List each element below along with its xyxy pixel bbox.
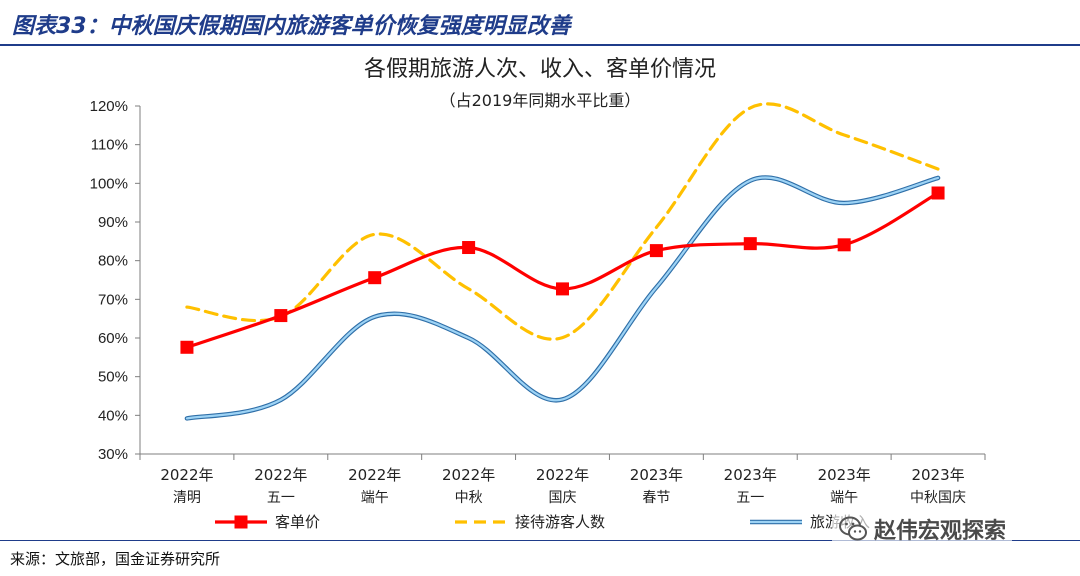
x-tick-label-year: 2022年 — [160, 466, 213, 484]
y-tick-label: 120% — [90, 98, 128, 115]
footer-divider — [0, 540, 1080, 541]
source-note: 来源：文旅部，国金证券研究所 — [10, 550, 221, 568]
chart-axes: 30% 40% 50% 60% 70% 80% 90% 100% 110% 120% 2022年清明… — [90, 98, 986, 506]
legend-marker-0 — [234, 515, 248, 529]
figure-title: 图表33：中秋国庆假期国内旅游客单价恢复强度明显改善 — [12, 14, 571, 39]
series-0-point — [180, 340, 194, 354]
x-tick-label-year: 2022年 — [348, 466, 401, 484]
chart-title: 各假期旅游人次、收入、客单价情况 — [364, 57, 716, 82]
chart: 各假期旅游人次、收入、客单价情况 （占2019年同期水平比重） 30% 40% 50… — [90, 57, 986, 531]
x-tick-label-year: 2023年 — [911, 466, 964, 484]
y-tick-label: 30% — [98, 446, 128, 463]
x-tick-label-year: 2023年 — [630, 466, 683, 484]
legend-label-0: 客单价 — [275, 513, 320, 531]
chart-series — [180, 102, 945, 421]
x-tick-label-holiday: 中秋国庆 — [910, 490, 966, 506]
x-tick-label-year: 2022年 — [536, 466, 589, 484]
wechat-icon — [839, 516, 867, 541]
series-0-point — [837, 238, 851, 252]
x-tick-label-holiday: 春节 — [642, 490, 670, 506]
y-tick-label: 60% — [98, 330, 128, 347]
y-tick-label: 50% — [98, 369, 128, 386]
x-tick-label-holiday: 中秋 — [455, 490, 483, 506]
x-tick-label-year: 2023年 — [818, 466, 871, 484]
series-2-line — [185, 176, 940, 420]
header-divider — [0, 44, 1080, 46]
x-tick-label-holiday: 国庆 — [549, 490, 577, 506]
series-0-point — [462, 241, 476, 255]
series-0-point — [931, 186, 945, 200]
watermark-text: 赵伟宏观探索 — [874, 519, 1007, 544]
legend-label-1: 接待游客人数 — [515, 513, 605, 531]
chart-legend: 客单价接待游客人数旅游收入 — [215, 513, 870, 531]
series-0-point — [368, 271, 382, 285]
series-1-line — [185, 102, 940, 341]
series-0-point — [556, 282, 569, 296]
watermark: 赵伟宏观探索 — [832, 512, 1013, 546]
x-tick-label-holiday: 端午 — [830, 490, 858, 506]
x-tick-label-holiday: 五一 — [267, 490, 295, 506]
x-tick-label-holiday: 五一 — [736, 490, 764, 506]
y-tick-label: 70% — [98, 291, 128, 308]
series-0-line — [185, 191, 940, 349]
x-tick-label-holiday: 清明 — [173, 490, 201, 506]
x-tick-label-year: 2022年 — [442, 466, 495, 484]
x-tick-label-year: 2023年 — [724, 466, 777, 484]
series-0-point — [743, 237, 757, 251]
figure-header: 图表33：中秋国庆假期国内旅游客单价恢复强度明显改善 — [0, 0, 1080, 50]
y-tick-label: 90% — [98, 214, 128, 231]
x-tick-label-holiday: 端午 — [361, 490, 389, 506]
chart-subtitle: （占2019年同期水平比重） — [440, 91, 641, 110]
y-tick-label: 110% — [91, 137, 128, 154]
y-tick-label: 100% — [90, 175, 128, 192]
series-0-point — [649, 244, 663, 258]
x-tick-label-year: 2022年 — [254, 466, 307, 484]
series-0-point — [274, 309, 288, 323]
y-tick-label: 40% — [98, 407, 128, 424]
y-tick-label: 80% — [98, 253, 128, 270]
series-2-line-shadow — [184, 175, 941, 421]
